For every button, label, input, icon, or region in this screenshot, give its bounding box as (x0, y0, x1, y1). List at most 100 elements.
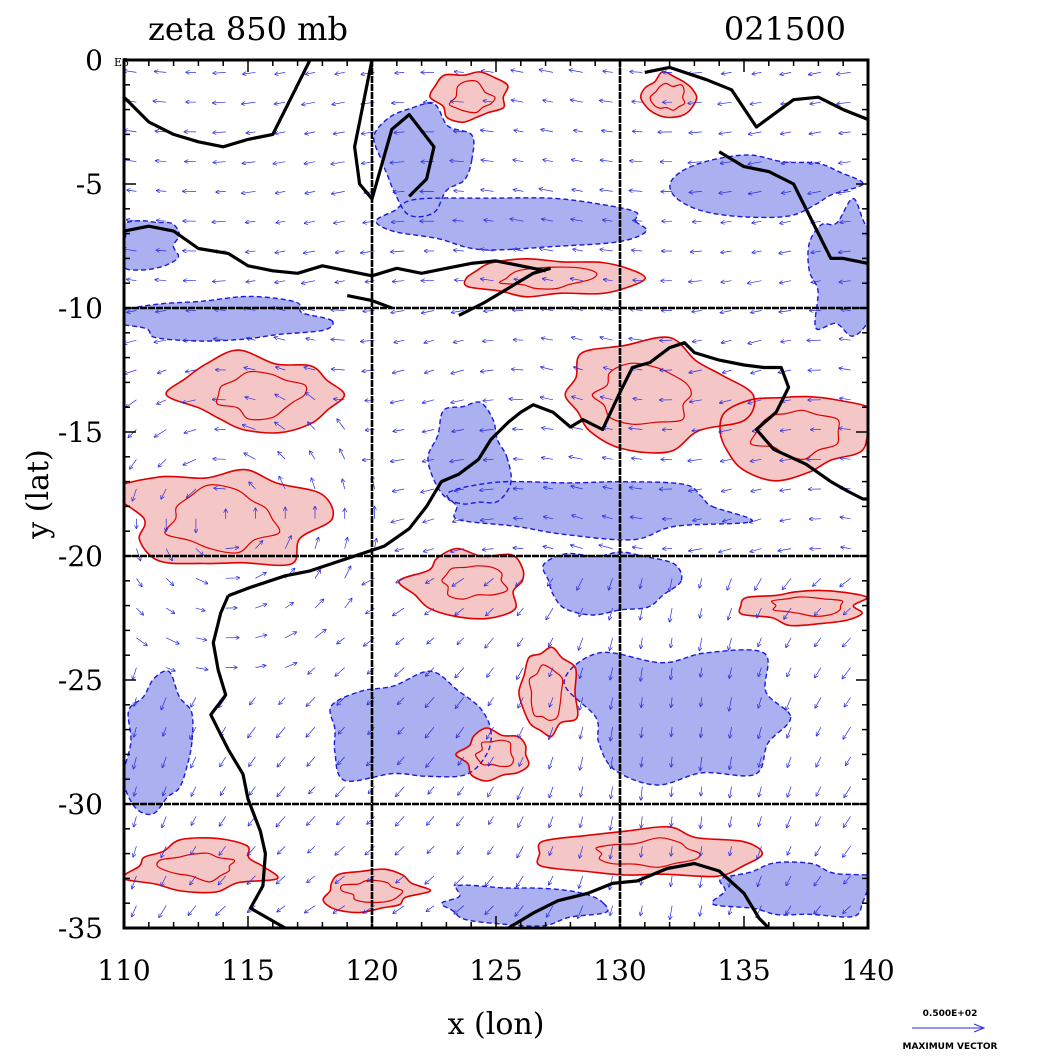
wind-vector-136 (255, 665, 265, 667)
wind-vector-569 (700, 608, 702, 618)
wind-vector-709 (840, 458, 851, 459)
wind-vector-344 (457, 816, 465, 825)
wind-vector-345 (457, 845, 465, 854)
wind-vector-329 (451, 369, 464, 374)
wind-vector-198 (309, 786, 316, 794)
wind-vector-274 (391, 459, 405, 461)
wind-vector-28 (132, 905, 137, 917)
wind-vector-619 (751, 369, 762, 373)
wind-vector-668 (810, 102, 821, 104)
wind-vector-416 (541, 367, 554, 371)
x-tick-label: 110 (97, 954, 150, 987)
wind-vector-23 (133, 756, 137, 769)
wind-vector-166 (279, 697, 286, 704)
wind-vector-278 (396, 577, 405, 582)
x-tick-labels: 110 115 120 125 130 135 140 (97, 954, 894, 987)
wind-vector-208 (334, 221, 345, 223)
x-tick-label: 125 (469, 954, 522, 987)
wind-vector-511 (640, 608, 642, 620)
wind-vector-354 (481, 249, 494, 251)
wind-vector-130 (249, 482, 256, 490)
wind-vector-521 (640, 905, 642, 916)
wind-vector-670 (809, 162, 821, 164)
vector-legend-label: MAXIMUM VECTOR (902, 1042, 997, 1052)
wind-vector-627 (757, 607, 762, 618)
wind-vector-585 (721, 221, 732, 223)
wind-vector-359 (483, 400, 494, 401)
wind-vector-165 (285, 663, 296, 668)
wind-vector-723 (844, 875, 851, 884)
wind-vector-697 (837, 102, 851, 104)
wind-vector-608 (729, 905, 732, 915)
wind-vector-223 (335, 667, 345, 676)
wind-vector-270 (394, 340, 405, 342)
wind-vector-562 (690, 400, 702, 402)
y-tick-label: -25 (58, 664, 103, 697)
wind-vector-595 (723, 519, 732, 522)
wind-vector-299 (424, 339, 435, 343)
wind-vector-169 (277, 786, 286, 797)
wind-vector-101 (214, 488, 226, 489)
wind-vector-593 (721, 459, 732, 461)
wind-vector-197 (307, 756, 316, 766)
wind-vector-351 (481, 160, 494, 162)
coastlines (124, 60, 868, 928)
wind-vector-100 (213, 459, 226, 460)
wind-vector-480 (599, 545, 613, 549)
wind-vector-654 (778, 549, 792, 551)
wind-vector-149 (276, 191, 286, 193)
wind-vector-201 (307, 875, 316, 883)
positive-region-5 (398, 548, 524, 619)
wind-vector-12 (128, 429, 137, 438)
wind-vector-466 (602, 131, 613, 132)
wind-vector-618 (748, 339, 762, 343)
wind-vector-319 (455, 72, 464, 73)
wind-vector-664 (787, 846, 792, 855)
wind-vector-646 (779, 311, 792, 313)
wind-vector-56 (161, 875, 167, 886)
wind-vector-143 (247, 875, 256, 884)
wind-vector-159 (279, 477, 286, 490)
y-tick-label: 0 (85, 44, 103, 77)
wind-vector-301 (423, 399, 435, 403)
wind-vector-346 (454, 875, 465, 886)
wind-vector-622 (751, 459, 762, 461)
wind-vector-363 (481, 519, 494, 521)
positive-contour-9 (124, 837, 279, 894)
positive-contour-1 (165, 349, 346, 434)
wind-vector-462 (579, 875, 584, 888)
wind-vector-464 (603, 71, 613, 72)
wind-vector-540 (670, 608, 673, 622)
wind-vector-660 (787, 726, 792, 738)
wind-vector-94 (213, 281, 226, 282)
wind-vector-368 (487, 667, 494, 677)
wind-vector-467 (601, 160, 613, 162)
wind-vector-300 (425, 369, 435, 373)
wind-vector-439 (572, 190, 583, 192)
wind-vector-70 (184, 429, 197, 434)
wind-vector-175 (302, 101, 316, 105)
wind-vector-326 (455, 280, 464, 281)
wind-vector-196 (306, 726, 316, 737)
wind-vector-190 (314, 538, 319, 549)
x-tick-label: 115 (221, 954, 274, 987)
wind-vector-717 (844, 697, 851, 706)
wind-vector-516 (641, 756, 642, 767)
wind-vector-391 (514, 489, 524, 490)
wind-vector-43 (161, 488, 167, 499)
wind-vector-625 (750, 548, 762, 552)
wind-vector-19 (136, 637, 147, 646)
wind-vector-643 (780, 221, 792, 223)
wind-vector-566 (693, 519, 702, 521)
wind-vector-194 (308, 667, 316, 674)
wind-vector-557 (691, 251, 702, 252)
wind-vector-33 (157, 191, 167, 192)
wind-vector-392 (514, 518, 524, 519)
wind-vector-320 (451, 101, 464, 102)
wind-vector-408 (541, 130, 554, 132)
wind-vector-219 (344, 538, 348, 549)
wind-vector-552 (688, 102, 702, 103)
wind-vector-610 (750, 102, 762, 104)
wind-vector-335 (451, 548, 464, 552)
wind-vector-647 (781, 340, 792, 342)
